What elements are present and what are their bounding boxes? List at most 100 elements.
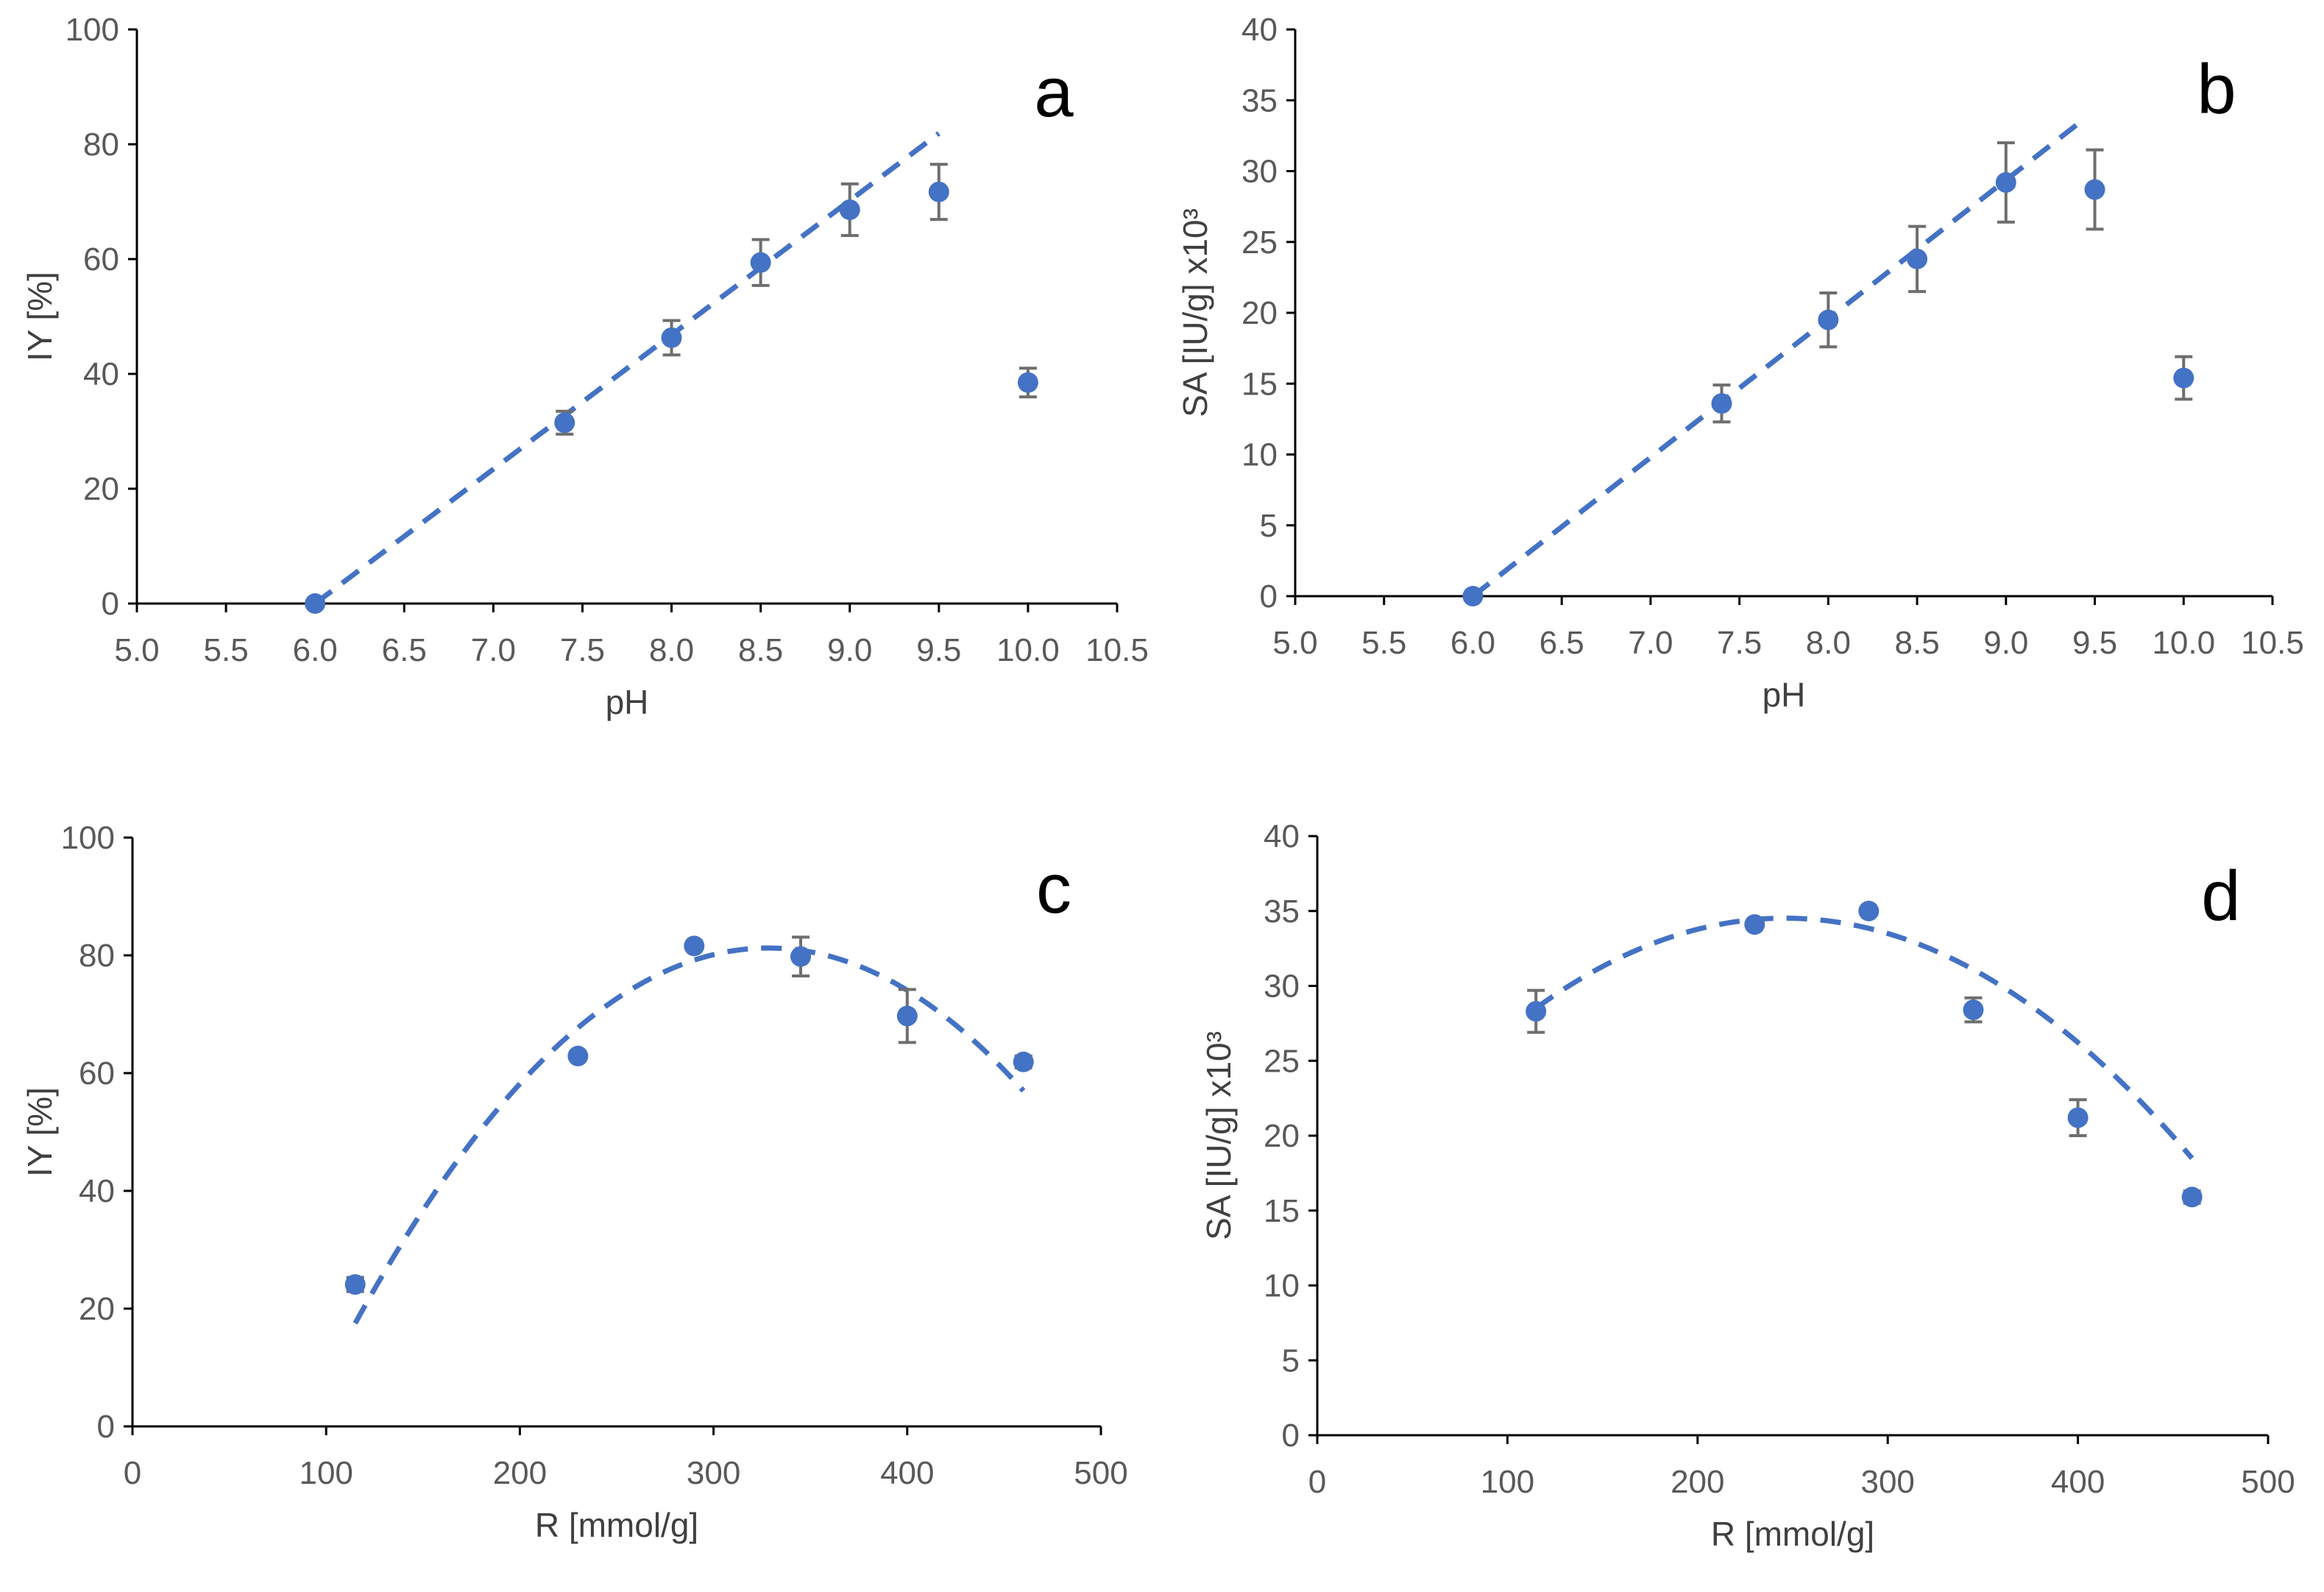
x-tick-label: 300 [1860, 1464, 1914, 1500]
y-axis-title: SA [IU/g] x10³ [1176, 208, 1214, 417]
data-point [1462, 586, 1484, 606]
y-tick-label: 40 [79, 1173, 115, 1209]
data-point [344, 1274, 366, 1295]
panel-letter: d [2201, 857, 2240, 935]
trend-line [353, 945, 1026, 1325]
data-point [1013, 1051, 1034, 1072]
x-tick-label: 400 [880, 1455, 934, 1491]
y-tick-label: 0 [97, 1409, 115, 1445]
x-tick-label: 6.0 [1450, 625, 1495, 661]
x-axis-title: R [mmol/g] [1711, 1515, 1874, 1553]
data-point [928, 181, 949, 202]
y-tick-label: 20 [1264, 1118, 1300, 1154]
data-point [2084, 179, 2105, 200]
data-point [305, 593, 326, 614]
y-axis-title: IY [%] [21, 1087, 59, 1177]
y-tick-label: 0 [1282, 1418, 1300, 1454]
data-point [790, 946, 812, 967]
x-tick-label: 9.0 [827, 632, 872, 668]
data-point [2067, 1107, 2089, 1128]
y-tick-label: 80 [83, 127, 119, 163]
y-tick-label: 40 [83, 356, 119, 392]
y-tick-label: 30 [1241, 154, 1278, 190]
x-tick-label: 5.5 [204, 632, 249, 668]
trend-line [313, 131, 940, 606]
data-point [661, 327, 682, 348]
x-tick-label: 200 [493, 1455, 547, 1491]
x-tick-label: 5.5 [1361, 625, 1406, 661]
y-tick-label: 40 [1264, 818, 1300, 855]
x-tick-label: 500 [2241, 1464, 2295, 1500]
y-tick-label: 25 [1241, 224, 1278, 261]
data-point [1711, 393, 1732, 414]
x-tick-label: 400 [2051, 1464, 2105, 1500]
y-tick-label: 40 [1241, 12, 1278, 48]
x-tick-label: 10.5 [1085, 632, 1149, 668]
chart-panel-c: 0 20 40 60 80 100 0 100 200 300 400 500 R [mmol/g] IY… [21, 820, 1128, 1544]
x-tick-label: 6.5 [382, 632, 427, 668]
y-tick-label: 30 [1264, 969, 1300, 1005]
data-point [896, 1005, 918, 1027]
x-tick-label: 0 [1308, 1464, 1326, 1500]
x-tick-label: 10.0 [2152, 625, 2215, 661]
x-tick-label: 9.5 [916, 632, 961, 668]
y-tick-label: 0 [1260, 579, 1278, 615]
y-axis-title: SA [IU/g] x10³ [1200, 1031, 1238, 1240]
y-tick-label: 5 [1260, 508, 1278, 544]
trend-line [1471, 122, 2079, 598]
x-tick-label: 5.0 [1272, 625, 1317, 661]
data-point [750, 252, 771, 273]
data-point [1907, 248, 1928, 269]
x-tick-label: 9.5 [2072, 625, 2117, 661]
x-axis-title: R [mmol/g] [535, 1506, 698, 1544]
data-point [1526, 1001, 1547, 1022]
data-point [839, 199, 860, 220]
x-tick-label: 10.5 [2241, 625, 2304, 661]
x-tick-label: 8.5 [1895, 625, 1940, 661]
y-axis-title: IY [%] [21, 272, 59, 361]
x-tick-label: 0 [124, 1455, 141, 1491]
y-tick-label: 60 [79, 1055, 115, 1092]
x-tick-label: 300 [687, 1455, 740, 1491]
data-point [1818, 309, 1839, 330]
x-tick-label: 10.0 [996, 632, 1060, 668]
x-tick-label: 5.0 [114, 632, 159, 668]
x-tick-label: 8.5 [738, 632, 783, 668]
y-tick-label: 10 [1264, 1268, 1300, 1304]
data-point [1963, 1000, 1984, 1021]
x-tick-label: 100 [1481, 1464, 1534, 1500]
data-point [567, 1045, 589, 1066]
x-tick-label: 8.0 [649, 632, 694, 668]
y-tick-label: 60 [83, 241, 119, 277]
data-point [1017, 372, 1038, 393]
data-point [2181, 1186, 2203, 1208]
data-point [2173, 367, 2194, 389]
x-tick-label: 8.0 [1806, 625, 1851, 661]
x-tick-label: 500 [1074, 1455, 1127, 1491]
x-tick-label: 6.0 [293, 632, 338, 668]
panel-letter: c [1036, 849, 1071, 928]
trend-line [1534, 916, 2194, 1160]
y-tick-label: 15 [1264, 1193, 1300, 1229]
x-tick-label: 7.5 [1717, 625, 1762, 661]
y-tick-label: 100 [65, 12, 119, 48]
y-tick-label: 10 [1241, 437, 1278, 473]
y-tick-label: 0 [102, 586, 119, 622]
y-tick-label: 5 [1282, 1342, 1300, 1379]
y-tick-label: 20 [83, 471, 119, 507]
x-tick-label: 9.0 [1983, 625, 2028, 661]
data-point [1744, 914, 1765, 935]
data-point [554, 412, 575, 434]
y-tick-label: 100 [61, 820, 115, 856]
x-tick-label: 6.5 [1540, 625, 1584, 661]
data-point [1858, 900, 1880, 921]
x-tick-label: 7.0 [471, 632, 516, 668]
x-tick-label: 100 [299, 1455, 353, 1491]
x-tick-label: 7.0 [1628, 625, 1673, 661]
y-tick-label: 35 [1241, 82, 1278, 118]
x-axis-title: pH [1763, 676, 1806, 714]
y-tick-label: 25 [1264, 1043, 1300, 1079]
data-point [1995, 171, 2016, 193]
